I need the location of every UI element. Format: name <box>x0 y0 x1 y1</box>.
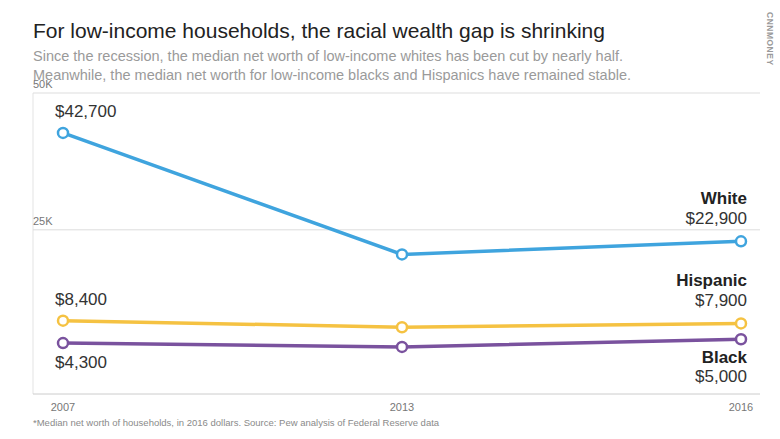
subtitle: Meanwhile, the median net worth for low-… <box>33 67 631 83</box>
y-tick-label: 25K <box>33 215 53 227</box>
series-marker <box>397 322 407 332</box>
series-name-label: Hispanic <box>676 271 747 290</box>
chart-svg: For low-income households, the racial we… <box>0 0 780 439</box>
subtitle: Since the recession, the median net wort… <box>33 48 623 64</box>
series-marker <box>397 249 407 259</box>
data-label: $22,900 <box>686 209 747 228</box>
x-tick-label: 2007 <box>51 401 75 413</box>
series-marker <box>58 316 68 326</box>
data-label: $5,000 <box>695 367 747 386</box>
title: For low-income households, the racial we… <box>33 19 605 42</box>
x-tick-label: 2016 <box>729 401 753 413</box>
data-label: $8,400 <box>55 290 107 309</box>
series-marker <box>736 318 746 328</box>
footnote: *Median net worth of households, in 2016… <box>33 417 440 428</box>
series-marker <box>397 342 407 352</box>
plot-area <box>58 128 746 352</box>
series-name-label: Black <box>702 348 748 367</box>
x-axis-line <box>33 394 760 395</box>
x-tick-label: 2013 <box>390 401 414 413</box>
labels: $42,700 White$22,900 $8,400 Hispanic$7,900 $… <box>55 102 748 386</box>
data-label: $42,700 <box>55 102 116 121</box>
y-axis-line <box>33 93 34 394</box>
y-tick-label: 50K <box>33 78 53 90</box>
chart-container: For low-income households, the racial we… <box>0 0 780 439</box>
series-marker <box>58 128 68 138</box>
series-line <box>63 133 741 255</box>
series-marker <box>736 334 746 344</box>
data-label: $7,900 <box>695 291 747 310</box>
brand: CNNMONEY <box>765 12 775 66</box>
series-marker <box>736 236 746 246</box>
data-label: $4,300 <box>55 353 107 372</box>
series-marker <box>58 338 68 348</box>
grid-line <box>33 229 760 230</box>
grid-line <box>33 93 760 94</box>
series-name-label: White <box>701 189 747 208</box>
page: For low-income households, the racial we… <box>0 0 780 439</box>
